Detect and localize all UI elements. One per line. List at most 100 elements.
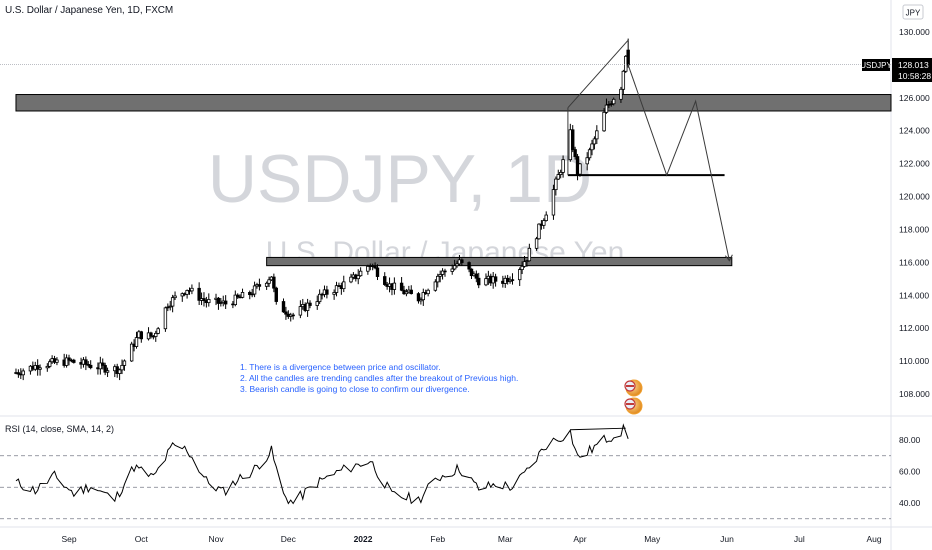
candle [103,365,107,373]
candle [117,369,122,374]
projection-arrowhead [724,254,733,262]
candle [267,279,271,284]
rsi-y-tick-label: 60.00 [899,467,921,477]
price-tag-price: 128.013 [898,60,929,70]
y-tick-label: 118.000 [899,224,929,234]
page-title: U.S. Dollar / Japanese Yen, 1D, FXCM [5,5,174,16]
candle [349,276,353,283]
candle [202,298,206,301]
projection-path [627,64,730,261]
candle [236,294,240,298]
candle [272,276,276,289]
candle [173,295,177,299]
candle [308,302,312,306]
note-line-1: 1. There is a divergence between price a… [240,362,441,372]
candle [467,262,471,270]
candle [443,270,447,273]
y-tick-label: 130.000 [899,27,930,37]
candle [484,278,488,286]
candle [64,357,69,366]
currency-badge-box[interactable] [902,4,924,20]
candle [252,285,257,295]
candle [375,267,380,277]
candle [122,360,127,366]
x-tick-label: Dec [281,534,297,544]
x-tick-label: Jun [720,534,734,544]
candle [493,276,498,282]
candle [551,189,556,216]
x-tick-label: Nov [208,534,224,544]
candle [156,328,160,334]
note-line-3: 3. Bearish candle is going to close to c… [240,384,470,394]
candle [450,268,454,272]
candle [248,292,252,296]
candle [474,273,479,279]
economic-events-icon[interactable] [624,379,643,415]
candle [399,282,404,291]
candle [166,306,170,309]
candle [537,223,541,240]
candle [190,287,194,292]
candle [460,259,464,263]
candlestick-series [14,38,630,381]
candle [170,297,175,307]
candle [609,103,613,105]
candle [48,361,52,367]
candle [139,331,144,340]
rsi-line [15,423,629,505]
candle [305,302,310,311]
candle [438,274,442,277]
y-tick-label: 122.000 [899,159,930,169]
x-tick-label: Oct [135,534,149,544]
y-tick-label: 120.000 [899,192,930,202]
candle [67,357,71,361]
candle [197,287,201,301]
candle [561,159,565,173]
price-axis: 130.000128.000126.000124.000122.000120.0… [899,27,930,399]
candle [578,163,582,175]
candle [455,263,459,267]
candle [342,281,346,290]
candle [604,104,609,113]
zone-2 [266,256,733,267]
candle [573,149,577,157]
candle [240,292,245,298]
candle [291,314,295,317]
candle [86,364,90,366]
current-price-tag: USDJPY 128.013 10:58:28 [860,58,932,82]
candle [88,364,93,369]
currency-badge[interactable]: JPY [906,9,921,18]
candle [16,372,21,375]
candle [522,261,527,267]
wedge-upper-line [567,39,629,109]
candle [317,293,322,303]
candle [554,178,558,191]
y-tick-label: 110.000 [899,356,929,366]
drawings [0,39,891,262]
candle [587,149,592,159]
candle [55,359,59,363]
candle [219,302,223,304]
candle [154,332,158,337]
candle [38,367,42,370]
y-tick-label: 116.000 [899,257,929,267]
candle [72,359,76,363]
candle [527,247,532,262]
candle [595,130,599,140]
candle [168,305,172,308]
watermark-symbol: USDJPY, 1D [208,141,592,217]
candle [84,359,88,365]
rsi-pane: 80.00 60.00 40.00 [0,423,921,520]
candle [440,270,445,275]
price-tag-countdown: 10:58:28 [898,71,931,81]
candle [129,343,134,362]
rsi-y-tick-label: 80.00 [899,435,921,445]
candle [325,289,329,295]
rsi-y-tick-label: 40.00 [899,498,921,508]
x-tick-label: 2022 [354,534,373,544]
candle [257,284,262,287]
rsi-divergence-line [570,427,626,431]
candle [274,287,278,302]
candle [383,276,387,285]
